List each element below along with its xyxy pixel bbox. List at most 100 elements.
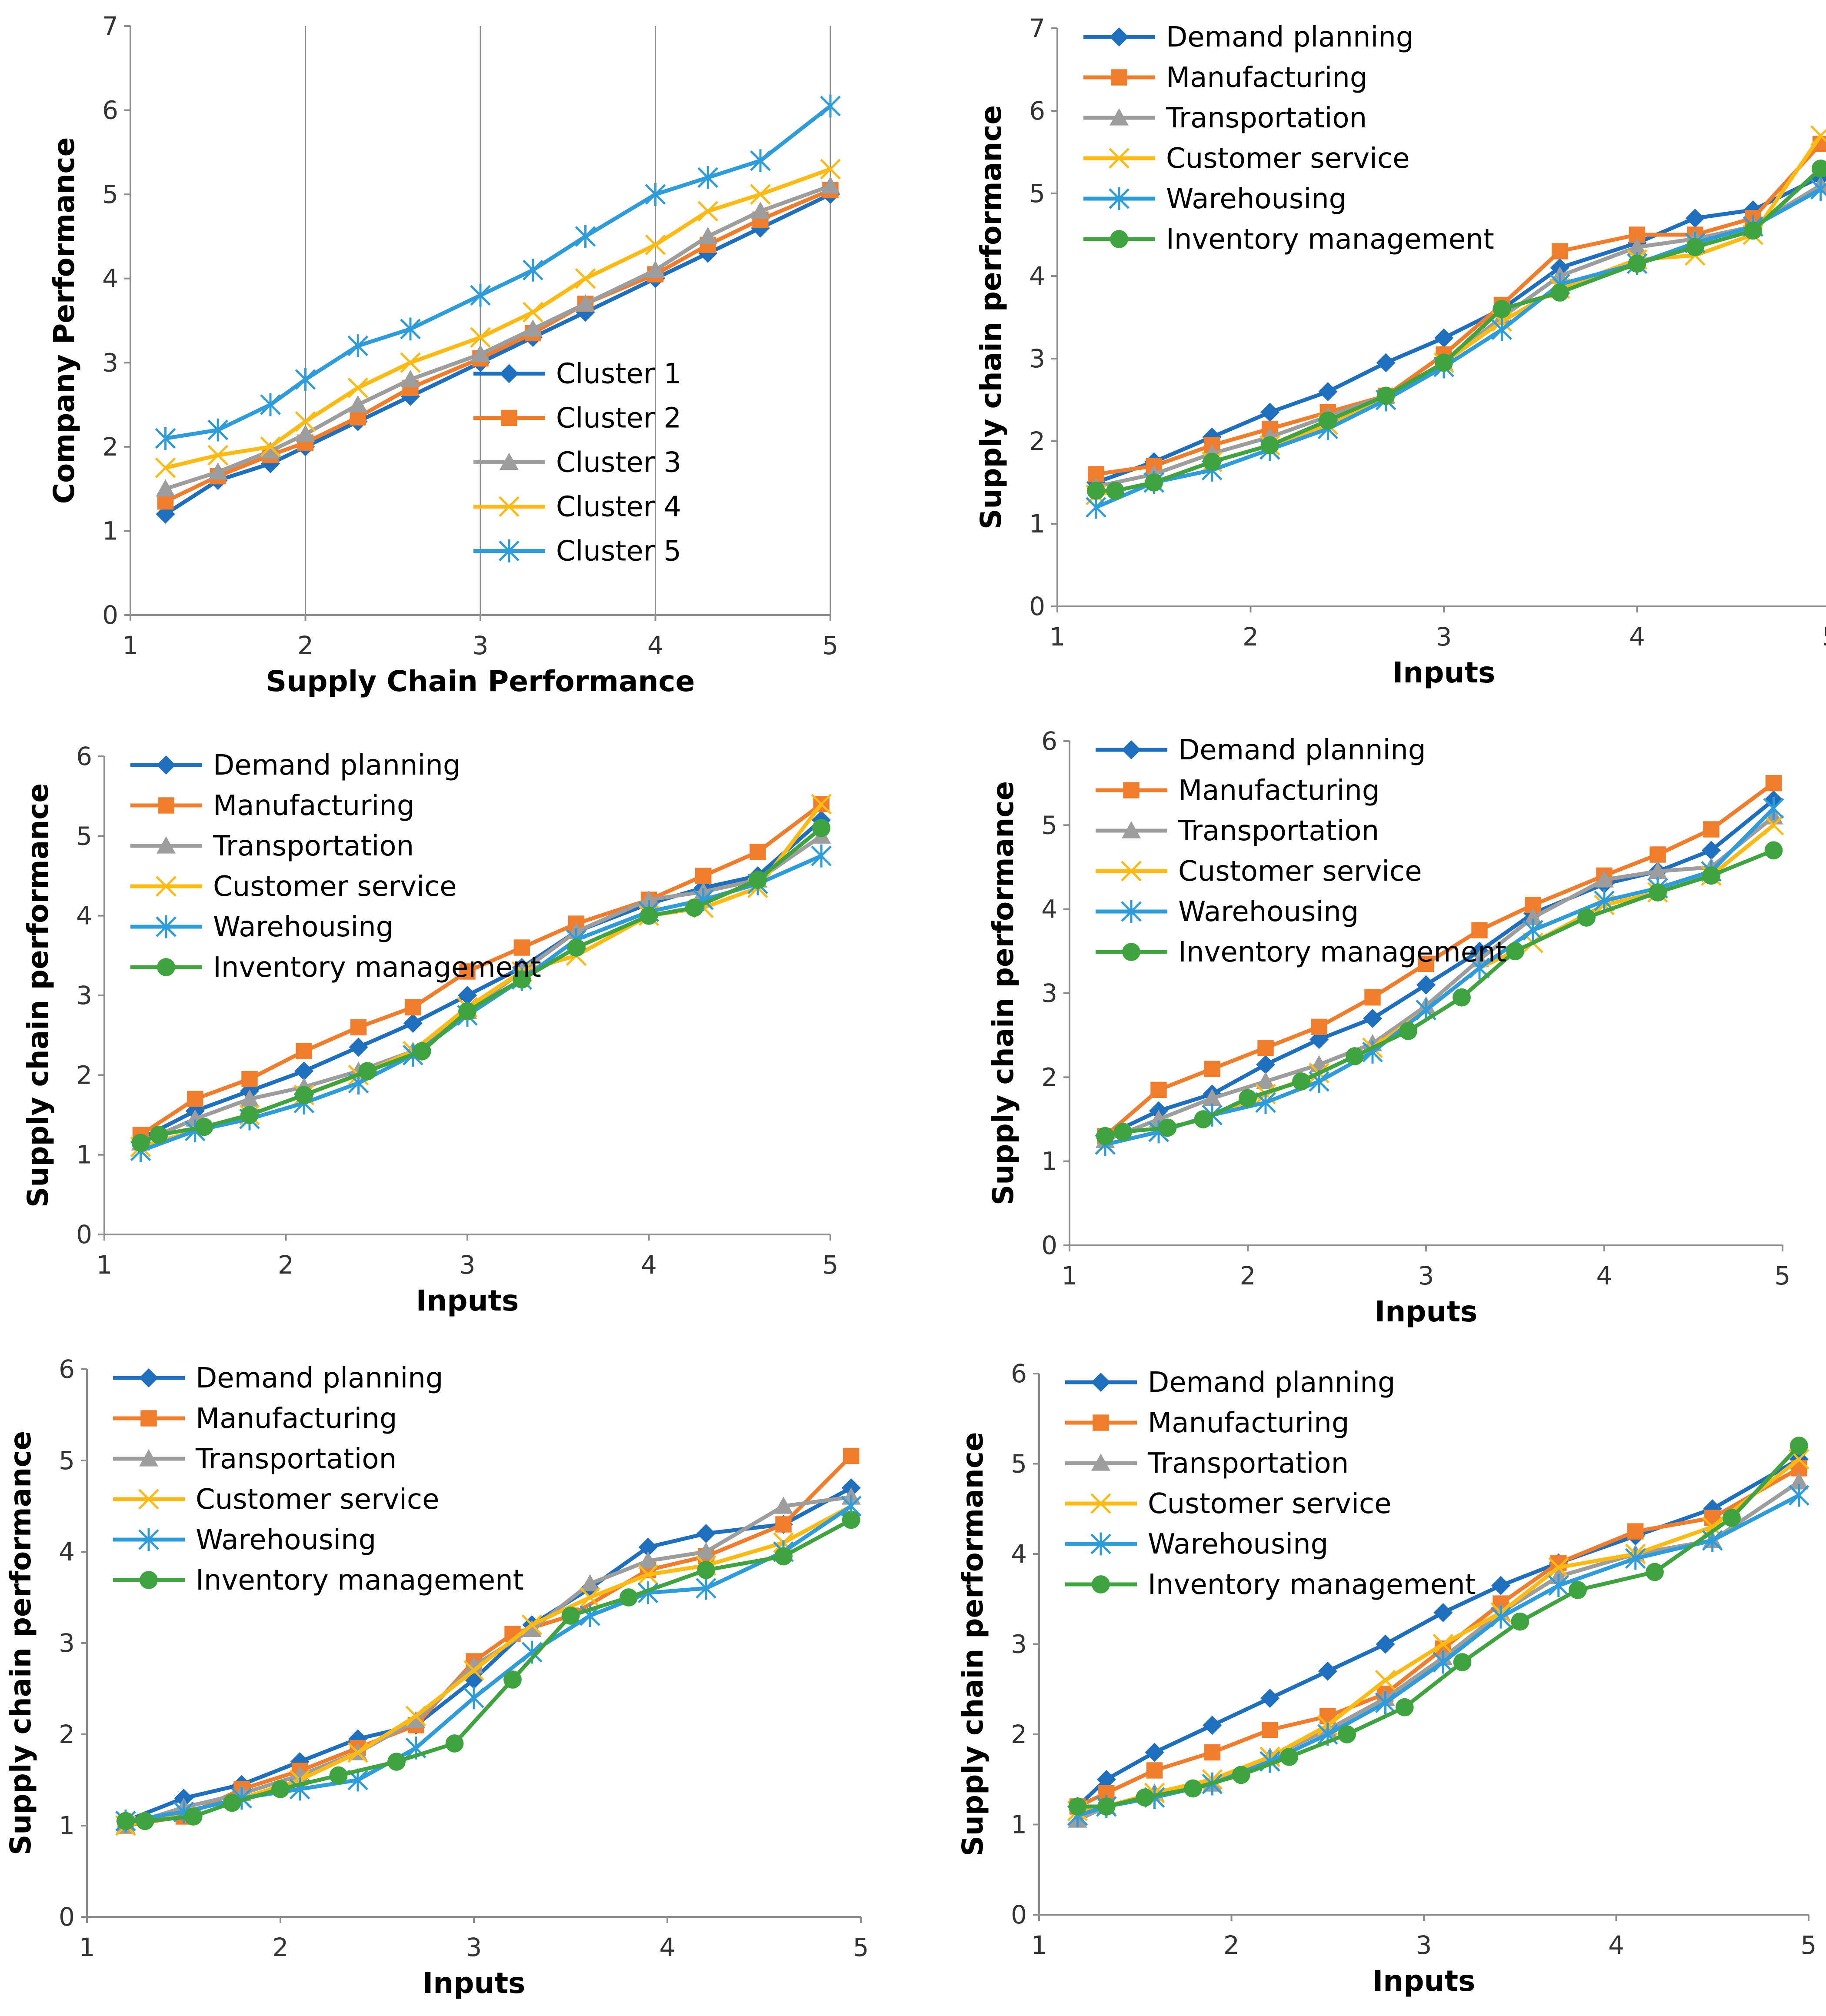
chart-4-data-point xyxy=(1764,841,1783,860)
chart-3-legend-marker xyxy=(157,836,176,854)
chart-5-legend-label: Transportation xyxy=(195,1443,397,1475)
chart-5-data-point xyxy=(637,1564,659,1585)
chart-2-data-point xyxy=(1744,221,1763,240)
chart-4-data-point xyxy=(1399,1022,1417,1040)
chart-3-data-point xyxy=(811,794,832,815)
chart-3-data-point xyxy=(240,1089,259,1107)
chart-3-data-point xyxy=(405,999,421,1016)
chart-1-data-point xyxy=(645,234,666,256)
chart-6-data-point xyxy=(1395,1698,1414,1717)
chart-3-data-point xyxy=(296,1043,312,1060)
chart-5-data-point xyxy=(223,1793,241,1812)
chart-1-series-line xyxy=(165,167,831,470)
chart-5-data-point xyxy=(387,1753,406,1771)
chart-1-legend-label: Cluster 5 xyxy=(556,535,681,567)
chart-3-data-point xyxy=(195,1118,213,1136)
chart-2-data-point xyxy=(1318,382,1338,401)
chart-2-y-tick-label: 2 xyxy=(1029,426,1045,456)
chart-4-data-point xyxy=(1257,1039,1274,1056)
chart-2-data-point xyxy=(1491,318,1513,341)
chart-6-legend-label: Customer service xyxy=(1148,1488,1391,1520)
chart-4-data-point xyxy=(1648,862,1667,879)
chart-5-x-tick-label: 5 xyxy=(853,1933,869,1962)
chart-4-legend-label: Customer service xyxy=(1178,855,1422,888)
chart-6-x-tick-label: 1 xyxy=(1031,1930,1047,1960)
chart-4-data-point xyxy=(1765,775,1782,792)
chart-3-data-point xyxy=(131,1134,150,1152)
chart-3-data-point xyxy=(812,819,831,837)
chart-5-data-point xyxy=(774,1547,793,1566)
chart-6-data-point xyxy=(1260,1689,1280,1708)
chart-1-data-point xyxy=(522,258,543,282)
chart-1-legend-marker xyxy=(501,409,517,426)
chart-6-legend-label: Transportation xyxy=(1147,1447,1349,1480)
chart-5-legend-label: Warehousing xyxy=(196,1524,376,1556)
chart-4-data-point xyxy=(1194,1110,1213,1128)
chart-panel-3: 0 1 2 3 4 5 6 1 2 3 4 5 Inputs Supply chain performan… xyxy=(0,713,913,1352)
chart-5-data-point xyxy=(561,1607,580,1625)
chart-2-x-tick-label: 4 xyxy=(1629,622,1645,652)
chart-3-legend-marker xyxy=(157,958,175,976)
chart-3-data-point xyxy=(459,963,476,980)
chart-3-legend-label: Warehousing xyxy=(213,911,393,943)
chart-4-data-point xyxy=(1416,975,1436,995)
chart-6-data-point xyxy=(1146,1762,1163,1779)
chart-6-legend-marker xyxy=(1091,1454,1110,1471)
chart-1-data-point xyxy=(260,436,281,457)
chart-1-data-point xyxy=(751,201,770,219)
chart-1-y-tick-label: 0 xyxy=(102,600,118,630)
chart-4-legend-label: Demand planning xyxy=(1178,734,1426,766)
chart-6-data-point xyxy=(1569,1581,1587,1599)
chart-5-y-tick-label: 5 xyxy=(59,1446,75,1475)
chart-1-data-point xyxy=(400,317,421,341)
chart-4-data-point xyxy=(1292,1072,1310,1091)
chart-2-y-axis-title: Supply chain performance xyxy=(974,105,1008,529)
chart-4-y-tick-label: 2 xyxy=(1041,1062,1057,1092)
chart-6-data-point xyxy=(1511,1612,1529,1631)
chart-3-data-point xyxy=(240,1106,259,1124)
chart-2-data-point xyxy=(1261,436,1279,455)
chart-5-data-point xyxy=(136,1812,154,1830)
chart-2-legend-marker xyxy=(1109,187,1130,210)
chart-3-data-point xyxy=(294,1061,314,1081)
chart-6-legend-marker xyxy=(1092,1575,1110,1594)
chart-4-data-point xyxy=(1150,1081,1167,1098)
chart-6-y-tick-label: 0 xyxy=(1011,1900,1027,1930)
chart-5-x-axis-title: Inputs xyxy=(423,1966,526,2000)
chart-3-data-point xyxy=(350,1019,367,1036)
chart-4-data-point xyxy=(1239,1089,1257,1108)
chart-3-x-tick-label: 3 xyxy=(460,1250,476,1280)
chart-2-data-point xyxy=(1552,243,1568,259)
chart-6-data-point xyxy=(1376,1634,1395,1654)
chart-5-data-point xyxy=(271,1780,290,1798)
chart-2-series-1 xyxy=(1086,167,1826,492)
chart-5-x-tick-label: 3 xyxy=(466,1933,482,1962)
chart-1-data-point xyxy=(261,441,280,459)
chart-1-data-point xyxy=(470,284,491,307)
chart-5-legend-marker xyxy=(139,1368,158,1387)
chart-5-series-6 xyxy=(117,1510,860,1830)
chart-2-data-point xyxy=(1203,452,1221,471)
chart-1-data-point xyxy=(208,462,228,480)
chart-1-y-tick-label: 6 xyxy=(102,96,118,125)
chart-4-data-point xyxy=(1204,1061,1220,1077)
chart-5-legend-label: Manufacturing xyxy=(196,1403,397,1435)
chart-5-y-tick-label: 6 xyxy=(59,1354,75,1384)
chart-5-data-point xyxy=(521,1614,543,1635)
chart-4-data-point xyxy=(1471,922,1488,938)
chart-4-data-point xyxy=(1523,908,1543,925)
chart-6-series-6 xyxy=(1068,1437,1808,1816)
chart-4-data-point xyxy=(1346,1047,1364,1065)
chart-1-data-point xyxy=(576,294,595,312)
chart-4-y-tick-label: 1 xyxy=(1041,1147,1057,1176)
chart-3-y-tick-label: 3 xyxy=(76,981,92,1010)
chart-4-data-point xyxy=(1418,955,1434,972)
chart-5-data-point xyxy=(842,1510,860,1529)
chart-2-legend-label: Warehousing xyxy=(1166,183,1346,215)
chart-6-x-tick-label: 2 xyxy=(1223,1930,1240,1960)
chart-4-legend-marker xyxy=(1122,740,1141,759)
chart-3-data-point xyxy=(403,1014,423,1033)
chart-5-data-point xyxy=(843,1447,860,1464)
chart-6-data-point xyxy=(1280,1747,1299,1766)
